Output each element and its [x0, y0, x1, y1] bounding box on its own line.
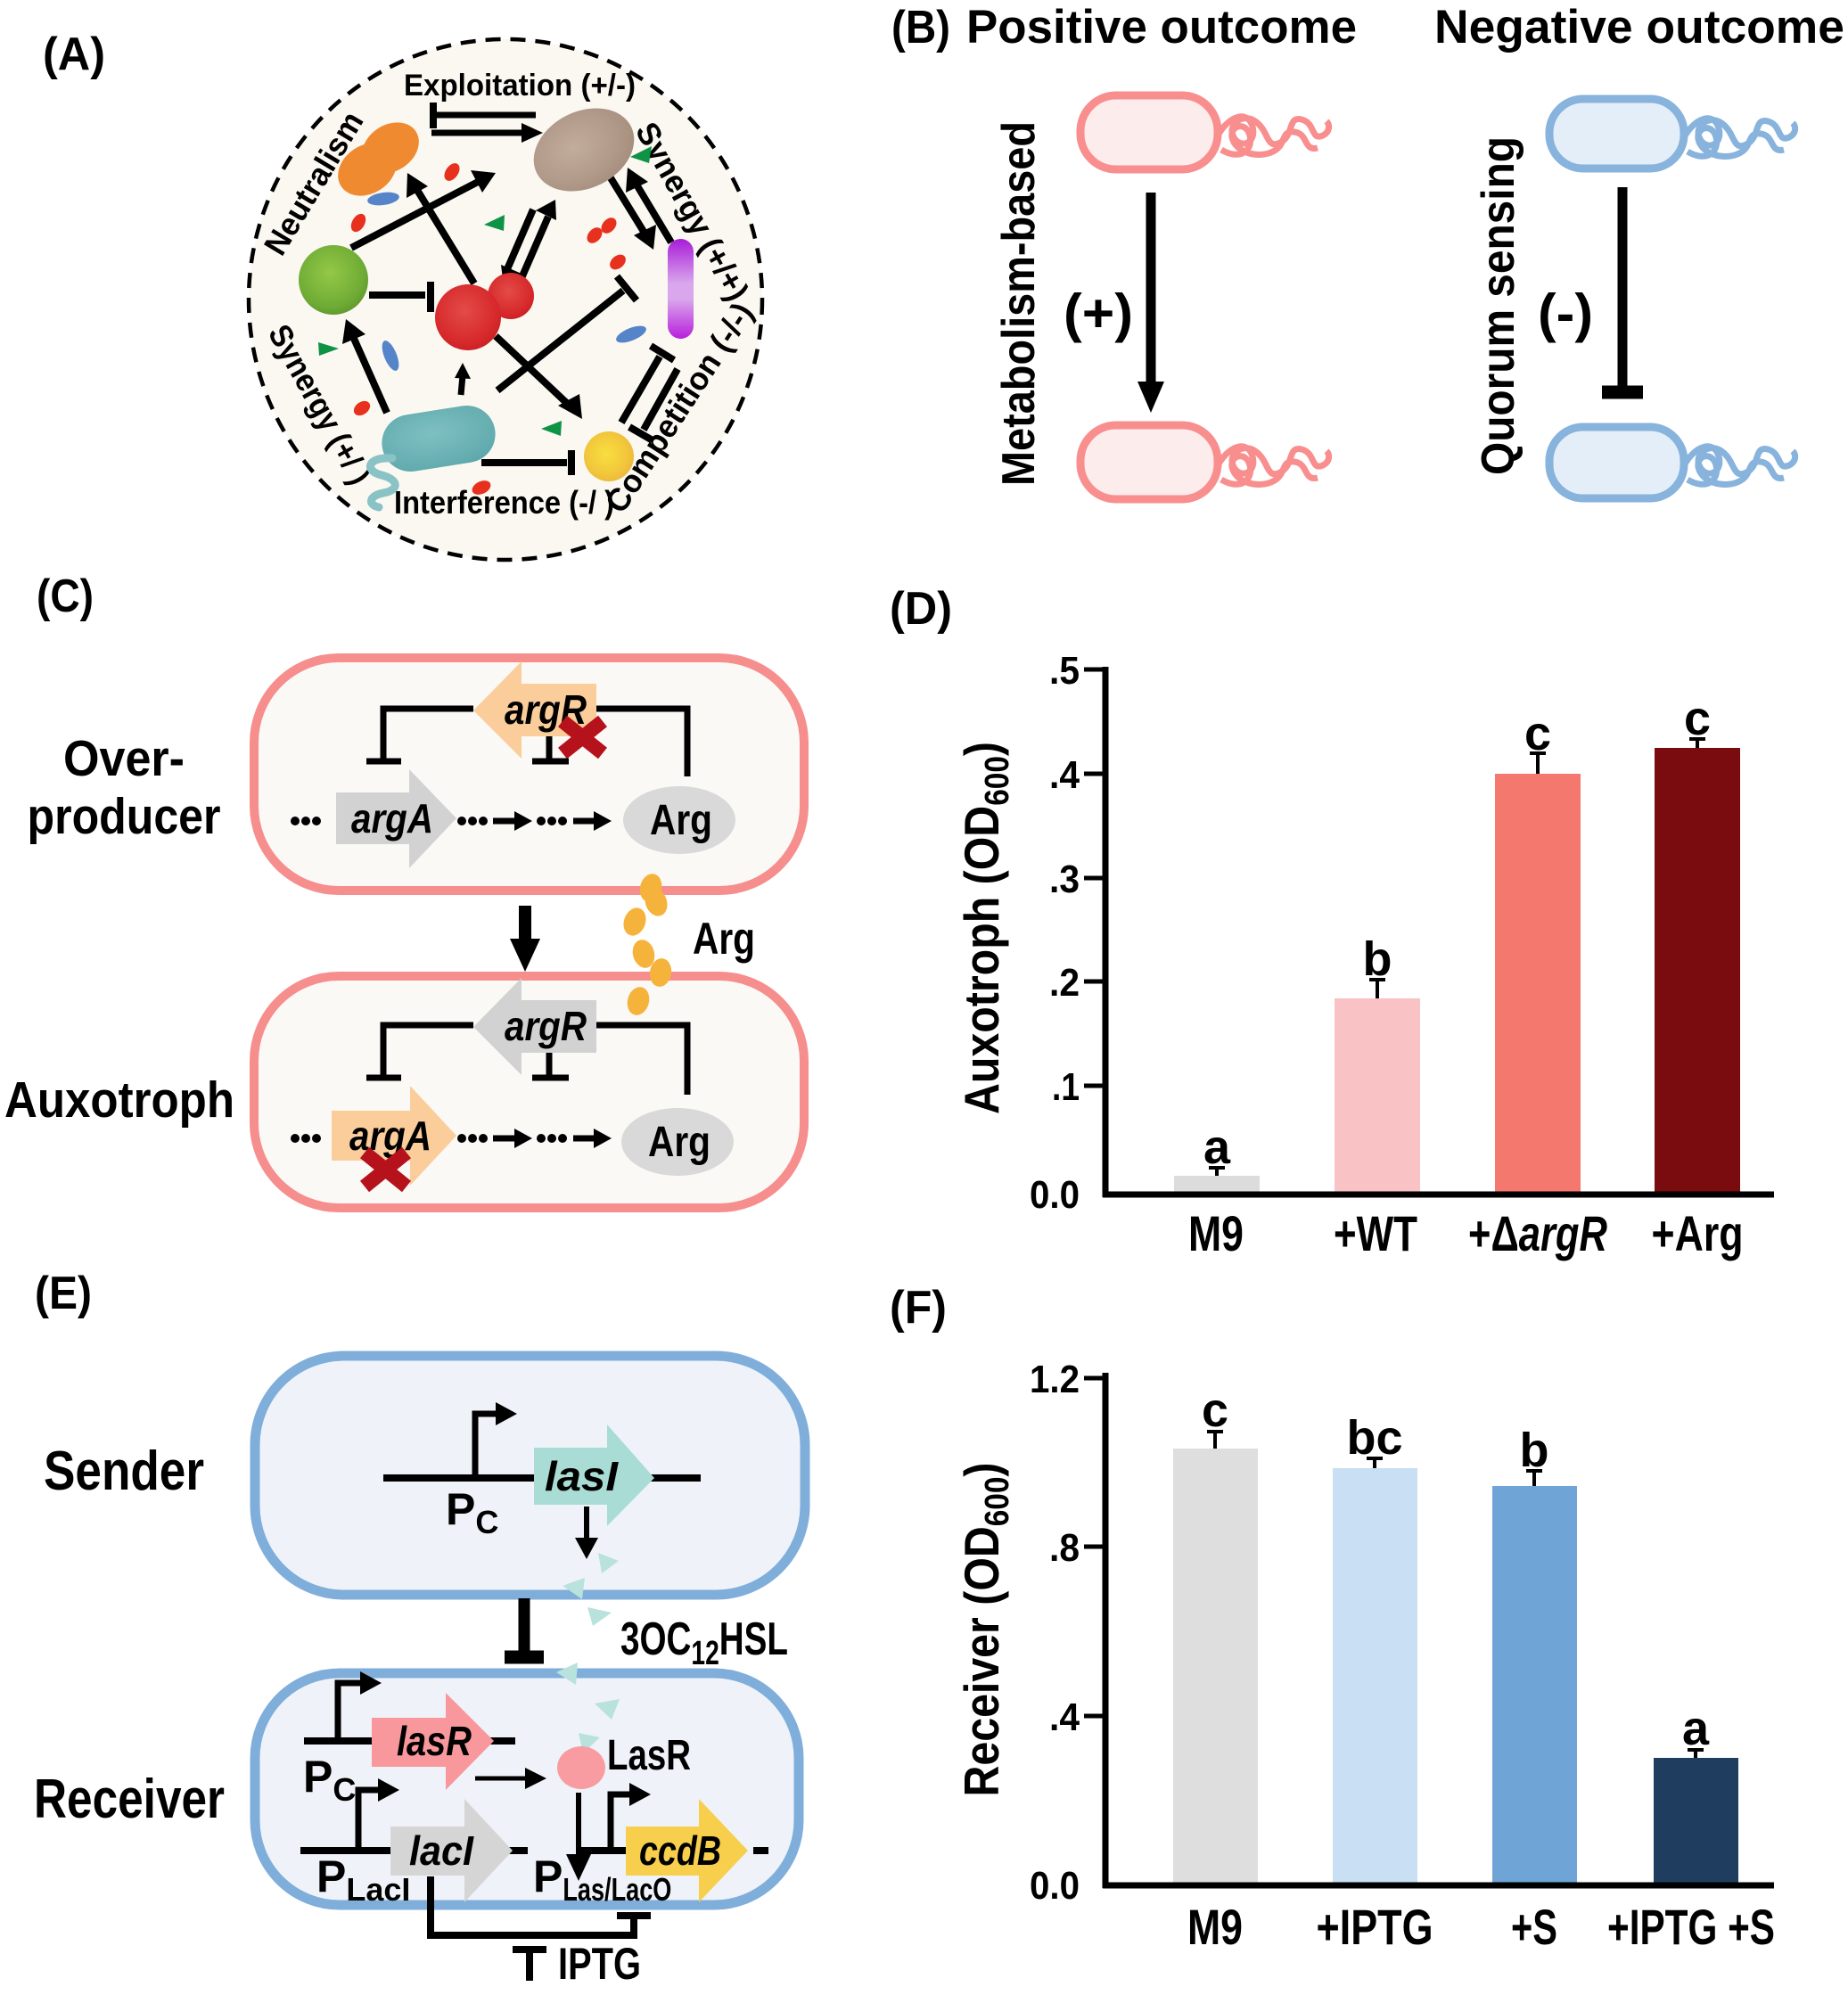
svg-text:(D): (D) [890, 583, 952, 635]
svg-text:lasI: lasI [545, 1453, 619, 1499]
svg-text:+WT: +WT [1334, 1205, 1417, 1261]
svg-text:a: a [1203, 1121, 1231, 1174]
svg-text:argR: argR [505, 1003, 587, 1049]
svg-text:argA: argA [351, 795, 433, 842]
svg-text:(A): (A) [43, 29, 105, 80]
svg-text:Quorum sensing: Quorum sensing [1473, 136, 1524, 475]
svg-text:c: c [1684, 692, 1711, 745]
svg-text:Sender: Sender [44, 1441, 204, 1502]
svg-text:(-): (-) [1538, 283, 1593, 343]
svg-text:c: c [1524, 707, 1551, 760]
svg-text:.8: .8 [1049, 1526, 1080, 1570]
svg-text:1.2: 1.2 [1030, 1358, 1080, 1401]
svg-text:M9: M9 [1188, 1205, 1244, 1261]
svg-text:lacI: lacI [409, 1827, 474, 1874]
svg-text:a: a [1682, 1702, 1710, 1755]
svg-text:bc: bc [1346, 1411, 1402, 1465]
svg-text:Exploitation (+/-): Exploitation (+/-) [404, 69, 636, 103]
svg-text:.5: .5 [1049, 649, 1080, 693]
svg-text:.4: .4 [1049, 1695, 1080, 1739]
svg-text:producer: producer [28, 788, 221, 845]
svg-text:Arg: Arg [650, 797, 712, 844]
svg-text:IPTG: IPTG [558, 1939, 641, 1989]
svg-text:Positive outcome: Positive outcome [966, 1, 1357, 53]
svg-text:b: b [1520, 1424, 1549, 1477]
svg-text:lasR: lasR [397, 1718, 472, 1764]
svg-text:Interference (-/ ): Interference (-/ ) [394, 484, 614, 521]
svg-text:b: b [1363, 932, 1392, 986]
svg-text:(B): (B) [891, 2, 950, 53]
svg-text:Arg: Arg [648, 1119, 710, 1166]
svg-text:argA: argA [349, 1112, 431, 1159]
svg-text:(C): (C) [37, 571, 94, 622]
svg-text:ccdB: ccdB [639, 1827, 721, 1874]
svg-text:Receiver: Receiver [34, 1769, 225, 1830]
svg-text:.3: .3 [1049, 858, 1080, 901]
svg-text:LasR: LasR [607, 1732, 691, 1779]
svg-text:Negative outcome: Negative outcome [1434, 1, 1844, 53]
svg-text:(+): (+) [1064, 283, 1133, 343]
svg-text:Auxotroph: Auxotroph [4, 1071, 234, 1129]
svg-text:.4: .4 [1049, 753, 1080, 797]
svg-text:+ΔargR: +ΔargR [1468, 1205, 1607, 1261]
svg-text:0.0: 0.0 [1030, 1864, 1080, 1908]
svg-text:.1: .1 [1052, 1065, 1080, 1109]
svg-text:PC: PC [303, 1752, 356, 1808]
svg-text:0.0: 0.0 [1030, 1173, 1080, 1217]
svg-text:(F): (F) [890, 1282, 947, 1334]
svg-text:+S: +S [1511, 1899, 1557, 1955]
svg-text:Metabolism-based: Metabolism-based [993, 121, 1045, 486]
svg-text:PC: PC [446, 1484, 498, 1540]
svg-text:c: c [1202, 1383, 1228, 1437]
svg-text:+IPTG +S: +IPTG +S [1607, 1899, 1775, 1955]
svg-text:Over-: Over- [63, 730, 185, 787]
svg-text:+IPTG: +IPTG [1317, 1899, 1433, 1955]
svg-text:Arg: Arg [693, 914, 755, 964]
svg-text:.2: .2 [1049, 961, 1080, 1005]
svg-text:M9: M9 [1187, 1899, 1243, 1955]
svg-text:+Arg: +Arg [1652, 1205, 1744, 1261]
svg-text:(E): (E) [35, 1268, 92, 1319]
